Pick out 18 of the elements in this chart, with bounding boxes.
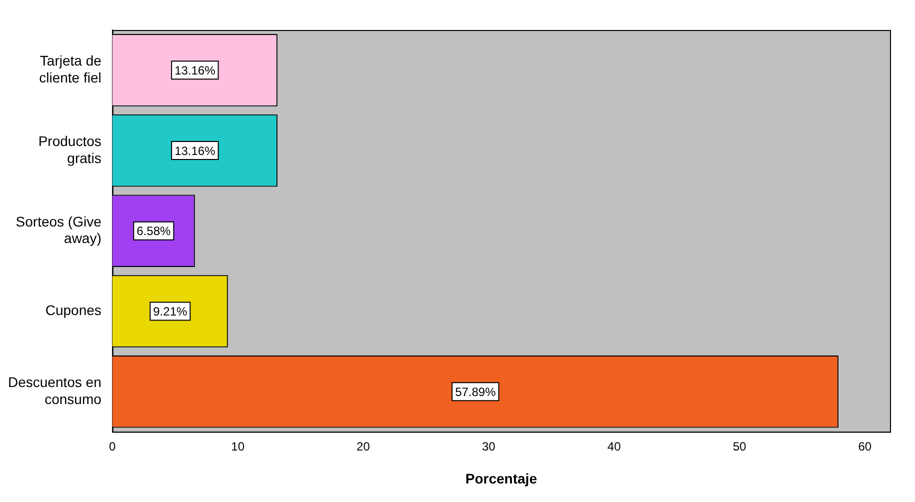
y-tick-label: Descuentos en consumo [8,374,102,407]
y-tick-label: Sorteos (Give away) [16,213,102,246]
y-tick-label: Productos gratis [38,133,102,166]
y-tick-label: Cupones [45,302,102,318]
data-label: 13.16% [174,144,216,158]
data-label: 57.89% [455,384,496,399]
x-tick-label: 30 [482,439,496,454]
x-tick-label: 20 [356,439,370,454]
x-tick-label: 0 [109,439,116,454]
data-label: 6.58% [136,224,171,238]
x-tick-label: 40 [607,439,622,454]
x-tick-label: 50 [732,439,746,454]
data-label: 13.16% [174,63,216,78]
x-axis-title: Porcentaje [465,470,538,486]
x-tick-label: 60 [858,439,872,454]
data-label: 9.21% [153,304,188,319]
y-tick-label: Tarjeta de cliente fiel [39,52,102,86]
x-tick-label: 10 [231,439,245,454]
